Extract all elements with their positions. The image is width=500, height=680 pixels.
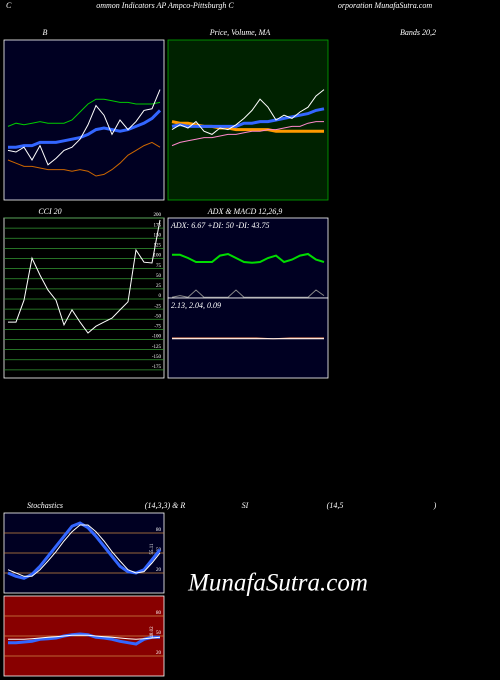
y-tick-label: 75 (156, 264, 162, 269)
y-tick-label: -150 (152, 355, 162, 360)
panel (167, 39, 329, 201)
caption: CCI 20 (38, 207, 61, 216)
y-tick-label: -125 (152, 345, 162, 350)
y-tick-label: -75 (154, 325, 161, 330)
caption: B (43, 28, 48, 37)
caption: (14,3,3) & R (145, 501, 186, 510)
y-tick-label: -175 (152, 365, 162, 370)
series-line (8, 632, 160, 646)
series-line (7, 524, 161, 577)
caption: (14,5 (327, 501, 344, 510)
caption: C (6, 1, 12, 10)
series-line (172, 337, 324, 340)
annotation: 55.11 (150, 543, 155, 555)
y-tick-label: 100 (154, 254, 162, 259)
y-tick-label: 0 (159, 294, 162, 299)
series-line (8, 219, 161, 334)
series-line (171, 121, 324, 147)
y-tick-label: 25 (156, 284, 162, 289)
caption: Stochastics (27, 501, 63, 510)
watermark: MunafaSutra.com (187, 570, 368, 597)
y-tick-label: 80 (156, 528, 162, 533)
y-tick-label: 200 (154, 213, 162, 218)
series-line (8, 109, 162, 149)
y-tick-label: 50 (156, 274, 162, 279)
y-tick-label: 125 (154, 244, 162, 249)
caption: ADX & MACD 12,26,9 (207, 207, 282, 216)
panel (3, 217, 165, 379)
caption: SI (242, 501, 249, 510)
series-line (7, 98, 161, 127)
y-tick-label: 80 (156, 611, 162, 616)
panel (167, 217, 329, 299)
caption: ) (433, 501, 437, 510)
annotation: ADX: 6.67 +DI: 50 -DI: 43.75 (170, 221, 270, 230)
series-line (7, 141, 161, 177)
panel (3, 39, 165, 201)
caption: orporation MunafaSutra.com (338, 1, 432, 10)
y-tick-label: 50 (156, 631, 162, 636)
y-tick-label: 20 (156, 568, 162, 573)
caption: Bands 20,2 (400, 28, 436, 37)
series-line (8, 634, 161, 640)
y-tick-label: -100 (152, 335, 162, 340)
series-line (7, 89, 161, 166)
annotation: 2.13, 2.04, 0.09 (171, 301, 221, 310)
caption: Price, Volume, MA (209, 28, 271, 37)
series-line (172, 252, 325, 264)
series-line (171, 289, 325, 298)
caption: ommon Indicators AP Ampco-Pittsburgh C (96, 1, 234, 10)
annotation: 48.02 (150, 626, 155, 638)
series-line (171, 89, 325, 135)
y-tick-label: 175 (154, 223, 162, 228)
y-tick-label: -25 (154, 304, 161, 309)
y-tick-label: -50 (154, 314, 161, 319)
series-line (171, 107, 325, 128)
y-tick-label: 20 (156, 651, 162, 656)
